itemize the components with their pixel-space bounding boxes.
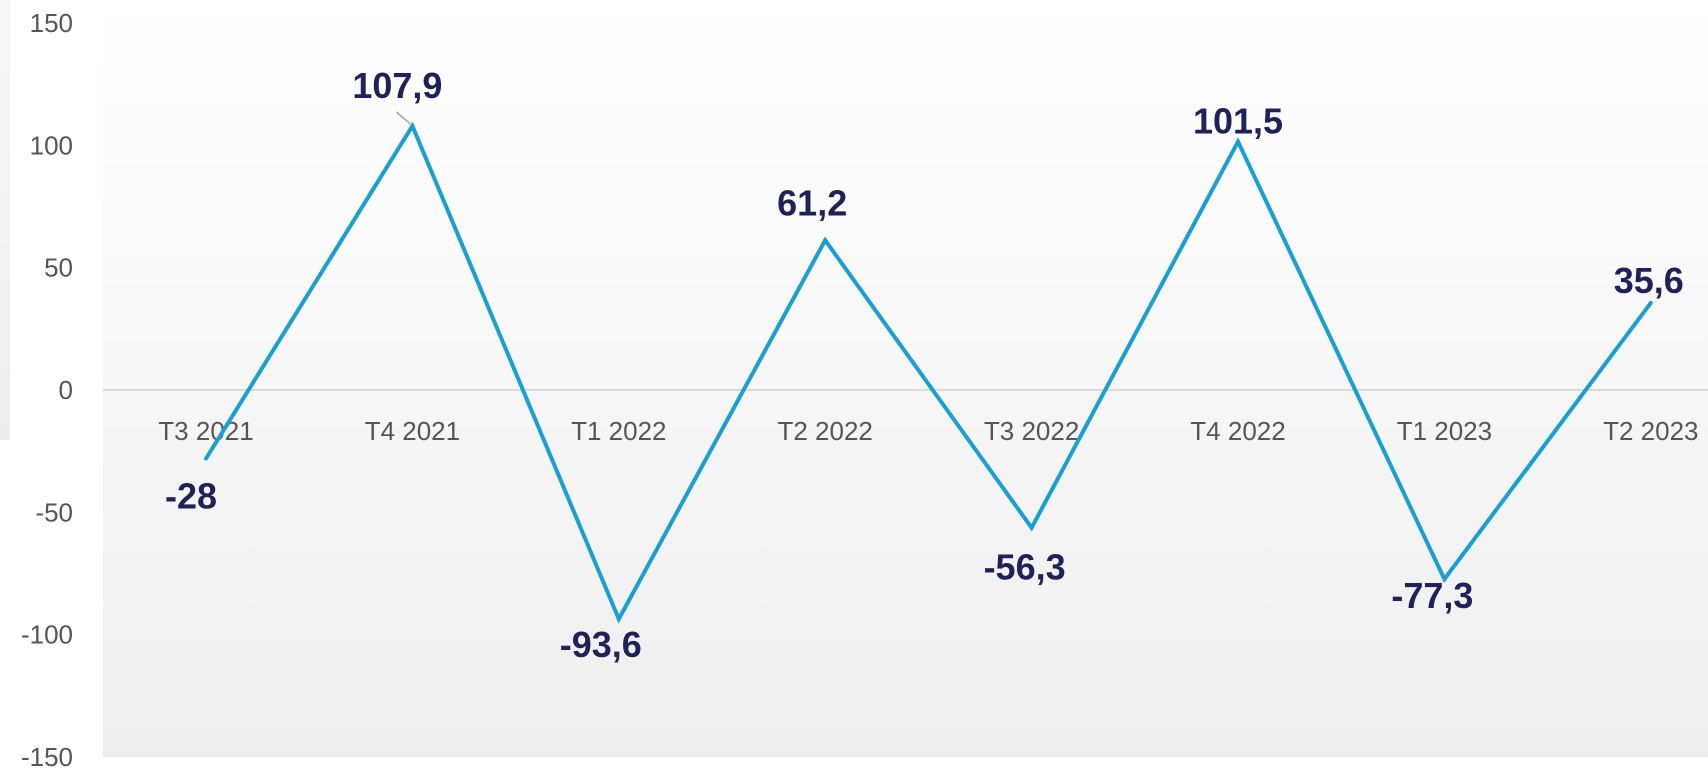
x-tick-label: T1 2023 [1397, 416, 1492, 446]
y-tick-label: 150 [30, 8, 73, 38]
data-label: 107,9 [352, 65, 442, 106]
data-label: -93,6 [560, 624, 642, 665]
x-tick-label: T2 2023 [1603, 416, 1698, 446]
data-point [1029, 525, 1034, 530]
y-tick-label: -100 [21, 620, 73, 650]
data-label: 35,6 [1614, 260, 1684, 301]
y-tick-label: -50 [35, 497, 73, 527]
series-line [204, 121, 1653, 624]
x-tick-label: T4 2022 [1190, 416, 1285, 446]
y-axis: 150 100 50 0 -50 -100 -150 [21, 8, 1708, 772]
x-tick-label: T3 2022 [984, 416, 1079, 446]
y-tick-label: 100 [30, 130, 73, 160]
label-leader-line [395, 111, 411, 125]
data-point [616, 617, 621, 622]
plot-area [103, 0, 1708, 757]
series-layer [204, 121, 1653, 624]
data-point [410, 124, 415, 129]
x-axis: T3 2021 T4 2021 T1 2022 T2 2022 T3 2022 T4 20… [158, 416, 1698, 446]
x-tick-label: T4 2021 [365, 416, 460, 446]
data-point [1648, 300, 1653, 305]
data-label: -56,3 [984, 547, 1066, 588]
y-tick-label: 50 [44, 253, 73, 283]
data-label: 101,5 [1193, 101, 1283, 142]
data-label: 61,2 [777, 182, 847, 223]
data-point [1236, 139, 1240, 144]
x-tick-label: T2 2022 [777, 416, 872, 446]
data-point [823, 238, 828, 243]
data-label: -28 [165, 476, 217, 517]
left-edge-strip [0, 0, 10, 440]
data-label-layer: -28 107,9 -93,6 61,2 -56,3 101,5 -77,3 35,6 [165, 65, 1684, 665]
data-point [204, 456, 208, 461]
data-point [1442, 577, 1447, 582]
x-tick-label: T3 2021 [158, 416, 253, 446]
y-tick-label: 0 [59, 375, 73, 405]
y-tick-label: -150 [21, 742, 73, 769]
data-label: -77,3 [1391, 575, 1473, 616]
x-tick-label: T1 2022 [571, 416, 666, 446]
